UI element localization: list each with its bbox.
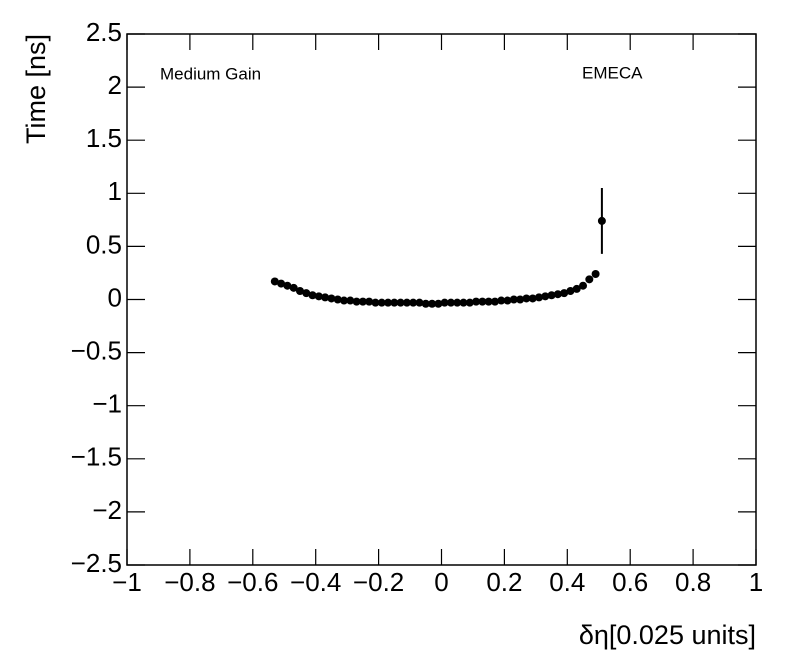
point (472, 297, 481, 306)
x-tick-label: −0.8 (164, 567, 215, 597)
y-tick-label: −2 (92, 495, 122, 525)
point (428, 299, 437, 308)
point (484, 297, 493, 306)
point (277, 279, 286, 288)
point (289, 283, 298, 292)
point (541, 292, 550, 301)
point (434, 299, 443, 308)
point (597, 216, 606, 225)
y-axis-label: Time [ns] (21, 34, 51, 144)
point (509, 295, 518, 304)
point (308, 291, 317, 300)
y-tick-label: −2.5 (71, 548, 122, 578)
point (321, 293, 330, 302)
y-tick-label: 0 (108, 282, 122, 312)
point (446, 298, 455, 307)
x-tick-label: 1 (749, 567, 763, 597)
y-tick-label: 0.5 (86, 229, 122, 259)
x-tick-label: −1 (112, 567, 142, 597)
point (358, 297, 367, 306)
point (516, 295, 525, 304)
point (327, 294, 336, 303)
point (352, 297, 361, 306)
point (302, 289, 311, 298)
point (295, 287, 304, 296)
x-tick-label: −0.6 (227, 567, 278, 597)
annotation: EMECA (582, 63, 643, 82)
point (503, 296, 512, 305)
x-tick-label: 0.8 (675, 567, 711, 597)
point (534, 293, 543, 302)
x-axis-label: δη[0.025 units] (579, 620, 756, 650)
point (553, 290, 562, 299)
y-tick-label: 2 (108, 70, 122, 100)
point (547, 291, 556, 300)
point (421, 299, 430, 308)
point (402, 298, 411, 307)
point (572, 284, 581, 293)
y-tick-label: −1 (92, 389, 122, 419)
point (377, 298, 386, 307)
frame (126, 33, 757, 566)
x-tick-label: 0.4 (549, 567, 585, 597)
point (371, 298, 380, 307)
point (490, 297, 499, 306)
point (409, 298, 418, 307)
x-tick-label: 0 (434, 567, 448, 597)
point (440, 298, 449, 307)
point (340, 296, 349, 305)
point (478, 297, 487, 306)
point (390, 298, 399, 307)
y-tick-label: −0.5 (71, 335, 122, 365)
point (528, 294, 537, 303)
point (283, 281, 292, 290)
point (591, 270, 600, 279)
point (566, 287, 575, 296)
y-tick-label: 1 (108, 176, 122, 206)
x-tick-label: 0.2 (486, 567, 522, 597)
point (396, 298, 405, 307)
point (365, 297, 374, 306)
point (333, 295, 342, 304)
point (270, 277, 279, 286)
point (346, 296, 355, 305)
point (384, 298, 393, 307)
point (465, 298, 474, 307)
point (522, 294, 531, 303)
y-tick-label: 1.5 (86, 123, 122, 153)
point (585, 275, 594, 284)
x-tick-label: −0.4 (290, 567, 341, 597)
point (314, 292, 323, 301)
y-tick-label: 2.5 (86, 17, 122, 47)
annotation: Medium Gain (160, 64, 261, 83)
x-tick-label: −0.2 (353, 567, 404, 597)
point (579, 281, 588, 290)
point (497, 296, 506, 305)
x-tick-label: 0.6 (612, 567, 648, 597)
y-tick-label: −1.5 (71, 442, 122, 472)
point (560, 289, 569, 298)
point (415, 298, 424, 307)
point (459, 298, 468, 307)
point (453, 298, 462, 307)
